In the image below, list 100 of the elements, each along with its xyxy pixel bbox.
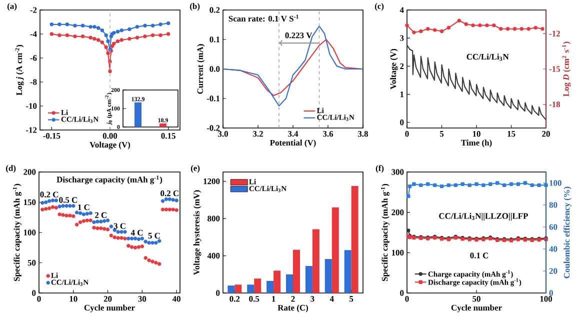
y-tick-label: 200	[392, 209, 404, 216]
y-tick-label: 150	[24, 199, 36, 206]
x-tick-label: 15	[508, 131, 516, 137]
y-tick-label: -12	[26, 127, 37, 133]
x-tick-label: 100	[540, 296, 552, 302]
y-tick-label: -0.1	[206, 96, 220, 102]
y-tick-label: -6	[30, 55, 37, 61]
annotation: 0.2 C	[160, 190, 178, 196]
x-tick-label: 0.5	[249, 296, 260, 302]
x-tick-label: 0	[37, 296, 41, 302]
x-tick-label: 20	[542, 131, 550, 137]
x-tick-label: 20	[104, 296, 112, 302]
x-axis-title: Voltage (V)	[90, 142, 130, 150]
y-tick-label: 0.2	[210, 7, 220, 13]
y2-tick-label: -18	[549, 102, 560, 108]
y-tick-label: -0.2	[206, 125, 220, 131]
x-axis-title: Potential (V)	[270, 140, 316, 148]
annotation: 0.5 C	[59, 197, 77, 203]
x-axis-title: Rate (C)	[278, 304, 308, 312]
y2-tick-label: 40	[549, 246, 558, 252]
y-tick-label: 2	[400, 63, 404, 69]
x-tick-label: 3.0	[218, 131, 228, 137]
annotation: 3 C	[114, 223, 126, 229]
chart-title: (a)	[7, 3, 17, 11]
y-tick-label: 0	[400, 290, 404, 296]
x-tick-label: 0	[405, 296, 409, 302]
annotation: 0.223 V	[285, 32, 312, 38]
x-axis-title: Cycle number	[451, 304, 502, 312]
x-tick-label: 3	[310, 296, 314, 302]
y-tick-label: 100	[24, 230, 36, 236]
annotation: Scan rate: 0.1 V S$^{-1}$	[228, 14, 298, 22]
annotation: 4 C	[130, 230, 143, 236]
y2-tick-label: 100	[550, 180, 562, 186]
annotation: CC/Li/Li$_{3}$N	[466, 54, 509, 61]
x-tick-label: 2	[291, 296, 295, 302]
annotation: 0.2 C	[40, 192, 58, 198]
y2-tick-label: -12	[549, 30, 560, 36]
chart-title: (d)	[6, 165, 16, 173]
x-tick-label: 0	[405, 131, 409, 137]
y-tick-label: 300	[392, 169, 404, 175]
y2-tick-label: 0	[549, 290, 553, 296]
y-tick-label: 0	[216, 290, 220, 296]
annotation: CC/Li/Li$_{3}$N||LLZO||LFP	[439, 212, 528, 221]
annotation: Discharge capacity (mAh g$^{-1}$)	[56, 176, 162, 184]
x-tick-label: 1	[272, 296, 276, 302]
annotation: 5 C	[148, 232, 160, 239]
chart-title: (b)	[190, 3, 200, 11]
y-axis-title: Logj (A cm$^{-2}$)	[15, 44, 24, 96]
y-tick-label: -8	[30, 79, 37, 85]
x-axis-title: Cycle number	[84, 304, 135, 312]
x-tick-label: 0.2	[230, 296, 240, 302]
y-tick-label: 200	[24, 169, 36, 175]
x-tick-label: 50	[472, 296, 480, 302]
x-axis-title: Time (h)	[461, 140, 492, 148]
y-axis-title: Voltage hysteresis (mV)	[193, 190, 202, 275]
x-tick-label: 4	[330, 296, 334, 302]
x-tick-label: 30	[138, 296, 146, 302]
x-tick-label: 10	[472, 131, 480, 137]
chart-title: (c)	[374, 3, 384, 11]
y-tick-label: 0.0	[210, 66, 220, 72]
y-axis-title: Specific capacity (mAh g$^{-1}$)	[380, 184, 390, 281]
y2-tick-label: -15	[549, 66, 560, 72]
y-tick-label: -2	[30, 7, 37, 13]
x-tick-label: 5	[350, 296, 354, 302]
y-tick-label: 0	[400, 120, 404, 126]
y-tick-label: 4	[400, 7, 404, 13]
y2-tick-label: 60	[549, 224, 558, 230]
y2-axis-title: Log D (cm$^{2}$ s$^{-1}$)	[562, 42, 571, 96]
chart-title: (f)	[376, 165, 384, 173]
y2-tick-label: 20	[549, 268, 558, 274]
y-axis-title: Specific capacity (mAh g$^{-1}$)	[12, 184, 22, 281]
y-tick-label: 50	[28, 260, 36, 266]
x-tick-label: -0.15	[43, 133, 60, 139]
y-tick-label: -4	[30, 31, 37, 37]
x-tick-label: 0.00	[102, 133, 118, 139]
annotation: 1 C	[78, 204, 90, 210]
y-tick-label: 0	[32, 290, 36, 296]
y-tick-label: 800	[208, 216, 220, 222]
x-tick-label: 3.8	[358, 131, 368, 137]
y-tick-label: 1	[400, 91, 404, 98]
y-axis-title: Voltage (V)	[390, 48, 398, 90]
x-tick-label: 3.2	[253, 131, 263, 137]
y-axis-title: Current (mA)	[197, 44, 205, 94]
x-tick-label: 40	[172, 296, 180, 302]
y2-axis-title: Coulombic efficiency (%)	[564, 186, 572, 278]
y-tick-label: 0.1	[210, 36, 220, 42]
y-tick-label: -10	[26, 103, 37, 109]
y-tick-label: 1200	[204, 178, 220, 184]
y-tick-label: 400	[207, 252, 220, 259]
y2-tick-label: 80	[549, 202, 558, 208]
y-tick-label: 3	[400, 35, 404, 41]
x-tick-label: 3.6	[323, 131, 334, 137]
x-tick-label: 5	[440, 131, 444, 137]
annotation: 2 C	[95, 212, 106, 218]
chart-title: (e)	[190, 165, 200, 173]
x-tick-label: 3.4	[288, 131, 298, 137]
y-tick-label: 100	[392, 250, 404, 256]
annotation: 0.1 C	[470, 252, 488, 258]
x-tick-label: 0.15	[161, 133, 176, 139]
x-tick-label: 10	[70, 296, 78, 302]
